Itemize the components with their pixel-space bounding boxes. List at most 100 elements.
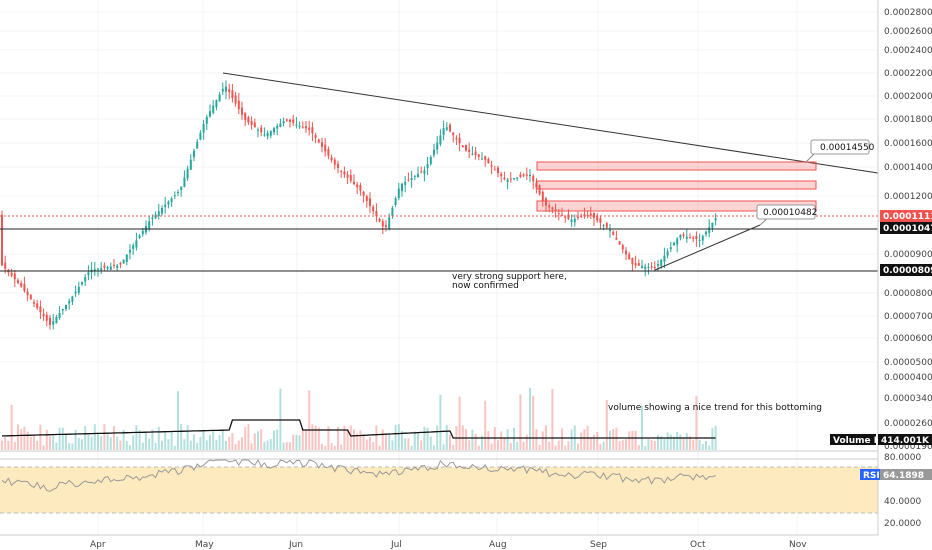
- resistance-zone-2[interactable]: [536, 180, 817, 190]
- candle-body: [343, 171, 346, 175]
- volume-bar: [490, 443, 493, 450]
- candle-body: [714, 218, 717, 221]
- candle-body: [685, 236, 688, 239]
- volume-bar: [378, 445, 381, 450]
- time-tick-label: Sep: [590, 540, 607, 550]
- volume-bar: [426, 427, 429, 450]
- tag-support1-bg: [880, 222, 932, 234]
- candle-body: [516, 177, 519, 179]
- volume-bar: [196, 442, 199, 450]
- candle-body: [577, 216, 579, 218]
- candle-body: [573, 218, 576, 223]
- volume-bar: [202, 431, 205, 450]
- resistance-zone-3[interactable]: [536, 200, 817, 212]
- candle-body: [65, 305, 67, 309]
- candle-body: [519, 174, 522, 177]
- candle-body: [535, 182, 538, 188]
- volume-bar: [557, 440, 560, 450]
- descending-trendline[interactable]: [222, 72, 879, 174]
- candle-body: [106, 267, 109, 269]
- time-tick-label: Nov: [789, 540, 807, 550]
- candle-body: [628, 254, 631, 260]
- volume-bar: [471, 429, 474, 450]
- volume-bar: [193, 434, 195, 450]
- candle-body: [215, 100, 218, 108]
- volume-bar: [180, 424, 183, 450]
- candle-body: [333, 159, 336, 165]
- volume-bar: [519, 394, 522, 450]
- candle-body: [253, 122, 256, 128]
- candle-body: [84, 277, 87, 282]
- volume-bar: [305, 429, 307, 450]
- volume-bar: [84, 426, 87, 450]
- candle-body: [241, 107, 243, 115]
- volume-bar: [39, 424, 42, 450]
- candle-body: [202, 123, 205, 133]
- volume-bar: [375, 425, 378, 450]
- candle-body: [583, 214, 586, 217]
- candle-body: [260, 127, 263, 133]
- candle-body: [330, 157, 333, 161]
- volume-bar: [333, 445, 336, 450]
- candle-body: [497, 167, 499, 173]
- candle-body: [26, 291, 29, 296]
- candle-body: [199, 132, 202, 140]
- candle-body: [676, 238, 679, 245]
- candle-body: [650, 266, 653, 268]
- time-axis[interactable]: Apr May Jun Jul Aug Sep Oct Nov: [90, 540, 807, 550]
- volume-bar: [644, 445, 647, 450]
- volume-bar: [314, 425, 317, 450]
- candle-body: [660, 259, 663, 266]
- candle-body: [125, 254, 128, 263]
- volume-bar: [129, 445, 131, 450]
- candle-body: [327, 148, 330, 156]
- volume-bar: [596, 431, 599, 450]
- volume-bar: [45, 429, 48, 450]
- volume-bar: [631, 430, 634, 450]
- candle-body: [407, 179, 410, 181]
- candle-body: [490, 165, 493, 167]
- candle-body: [58, 313, 61, 318]
- candle-body: [567, 214, 570, 220]
- ascending-trendline[interactable]: [654, 224, 761, 271]
- volume-bar: [36, 440, 39, 450]
- volume-bar: [506, 429, 509, 450]
- candle-body: [266, 133, 269, 137]
- candle-body: [135, 240, 138, 248]
- volume-bar: [100, 436, 103, 450]
- candle-body: [116, 265, 119, 268]
- volume-bar: [154, 442, 157, 450]
- candle-body: [228, 89, 231, 93]
- candle-body: [170, 198, 173, 203]
- candle-body: [397, 188, 400, 199]
- volume-bar: [356, 433, 359, 450]
- volume-bar: [634, 430, 637, 450]
- volume-bar: [218, 435, 221, 450]
- candle-body: [362, 191, 365, 196]
- candle-body: [673, 242, 675, 245]
- volume-bar: [529, 387, 531, 450]
- candle-body: [401, 183, 403, 192]
- volume-bar: [625, 439, 627, 450]
- candle-body: [471, 153, 474, 155]
- volume-bar: [580, 432, 583, 450]
- candle-body: [429, 156, 432, 164]
- callout-top-box[interactable]: [810, 139, 870, 155]
- tag-support2-bg: [880, 264, 932, 276]
- candle-body: [538, 185, 541, 195]
- candle-body: [154, 214, 157, 219]
- resistance-zone-1[interactable]: [536, 161, 817, 171]
- candle-body: [493, 169, 496, 171]
- volume-bar: [413, 431, 416, 450]
- volume-ma-label-bg: [830, 434, 876, 445]
- candle-body: [68, 301, 71, 304]
- volume-axis: 0.0000400 0.0000340 0.0000260 0.0000190: [884, 373, 932, 452]
- callout-mid-box[interactable]: [756, 204, 816, 220]
- candle-body: [337, 163, 339, 168]
